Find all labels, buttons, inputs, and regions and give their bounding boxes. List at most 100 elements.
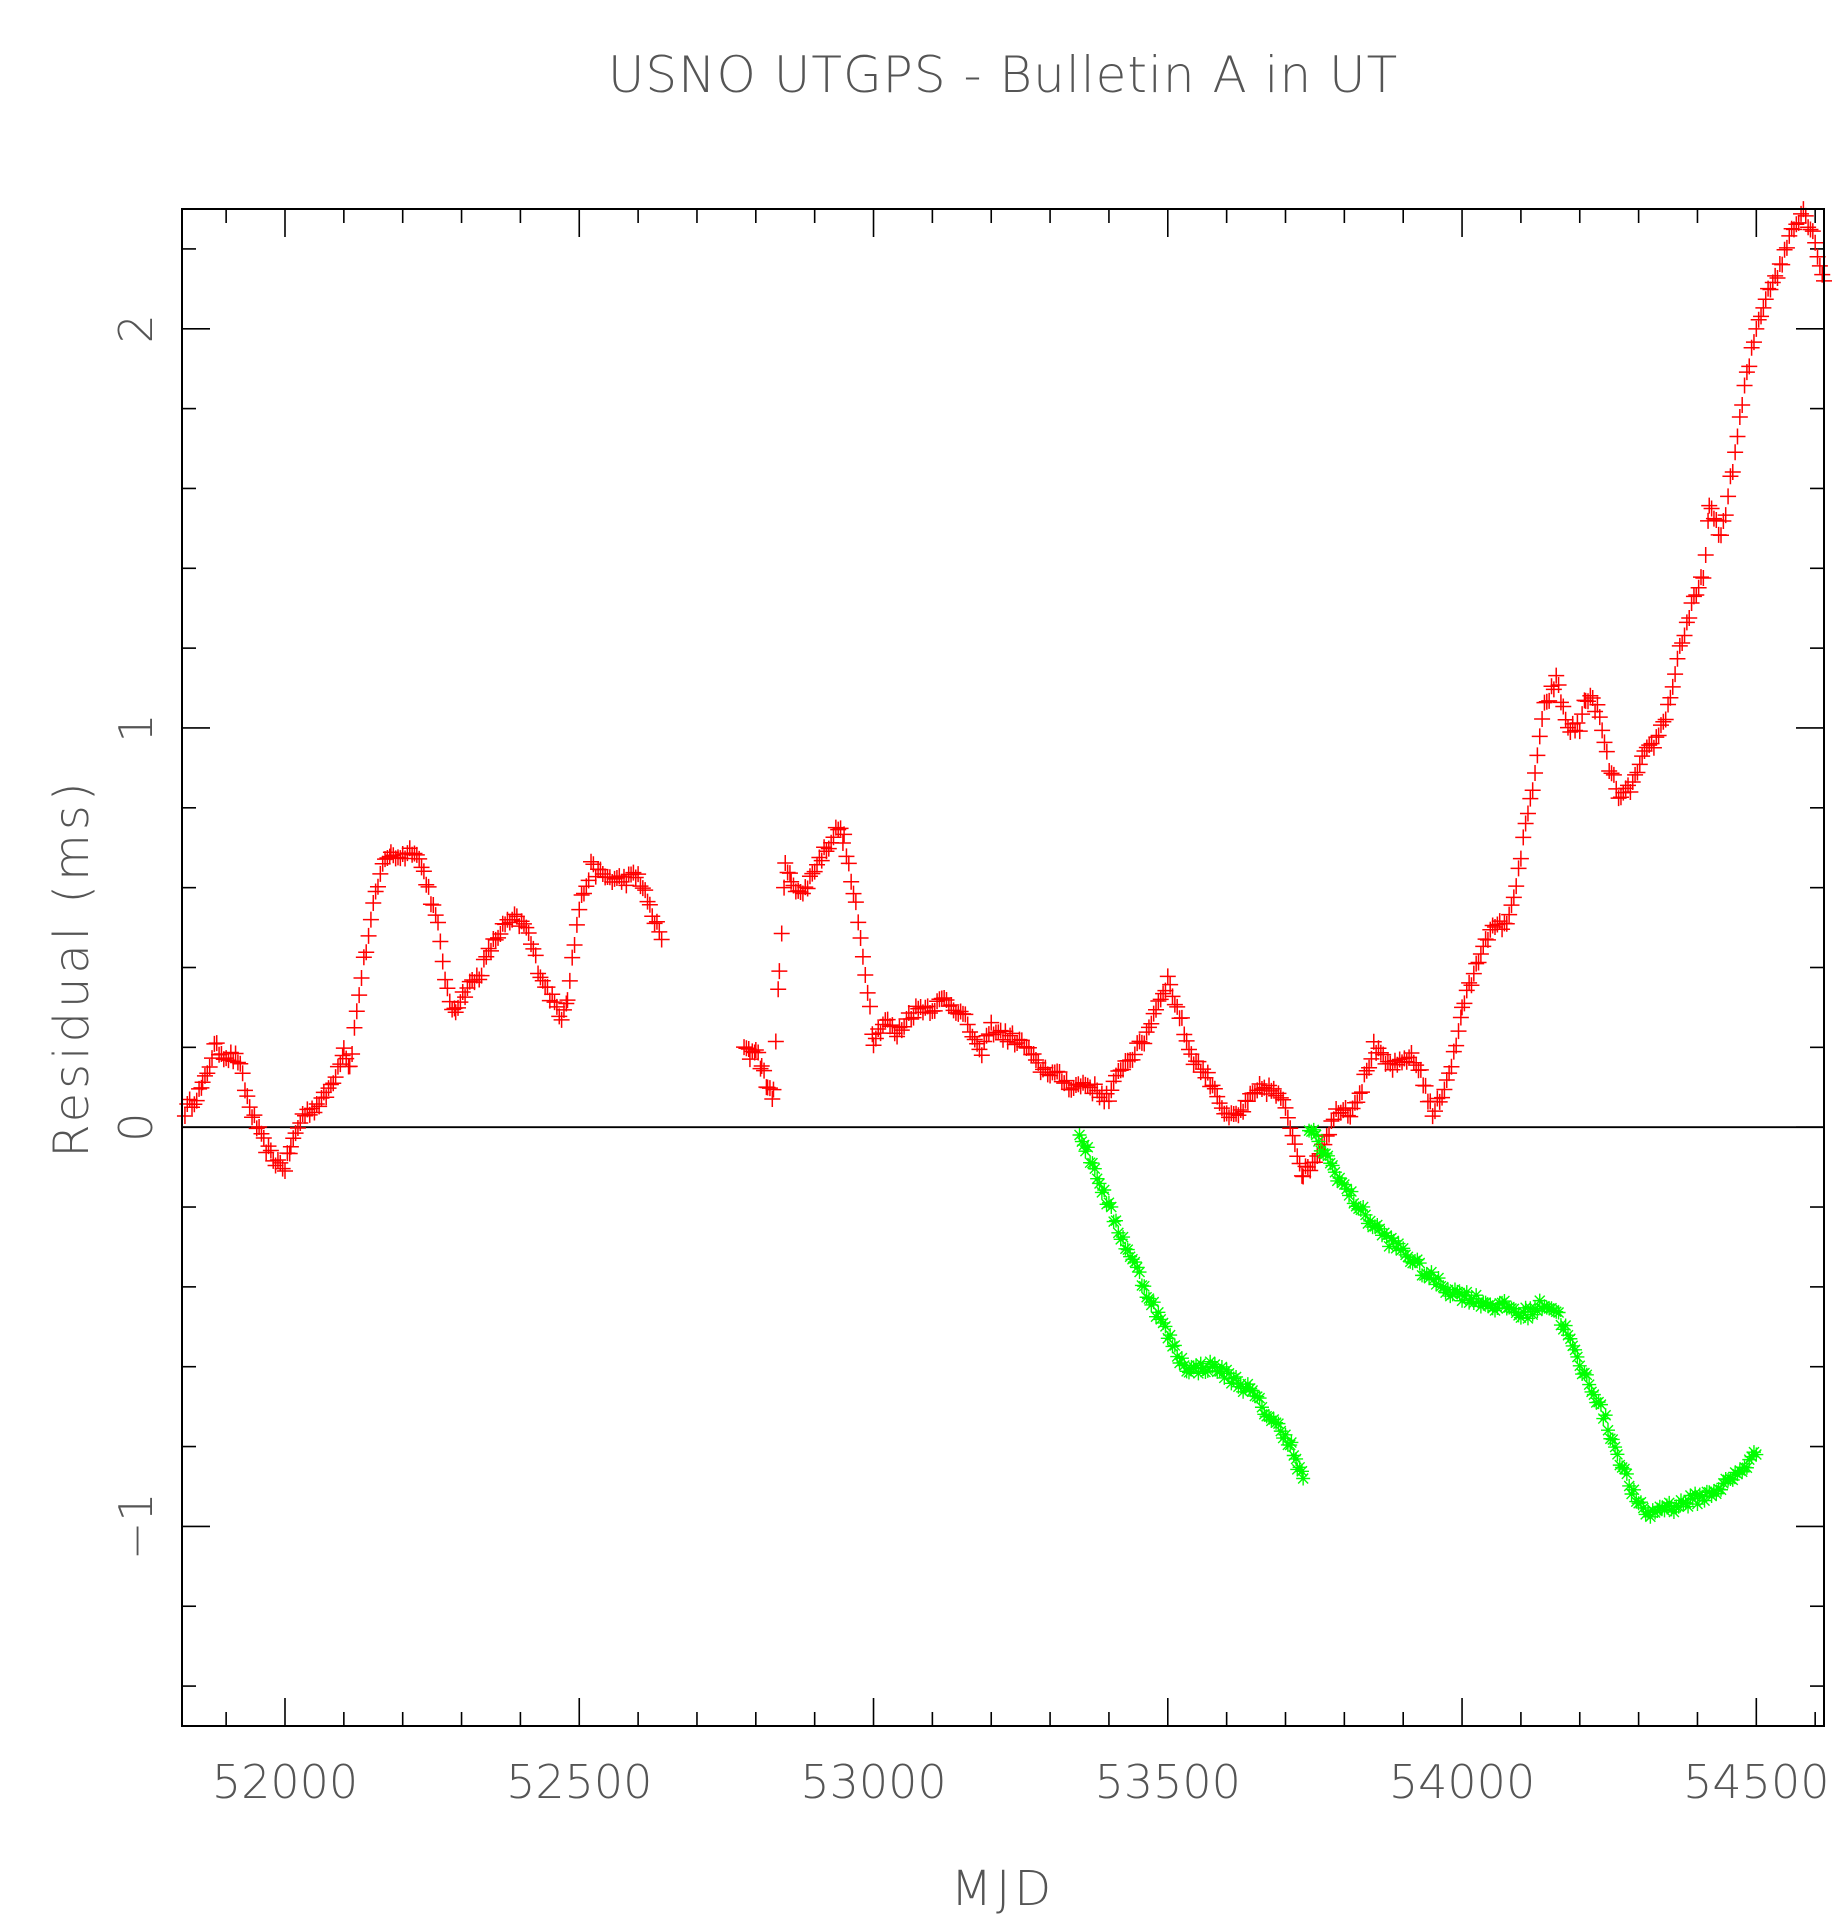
data-point (1674, 634, 1691, 651)
data-point (1575, 1367, 1590, 1382)
data-point (1431, 1093, 1448, 1110)
data-point (1327, 1165, 1342, 1180)
data-point (1191, 1366, 1206, 1381)
data-point (893, 1022, 910, 1039)
data-point (520, 925, 537, 942)
data-point (1652, 1499, 1667, 1514)
data-point (1716, 1476, 1731, 1491)
data-point (566, 936, 583, 953)
data-point (1552, 694, 1569, 711)
data-point (1750, 311, 1767, 328)
data-point (1051, 1064, 1068, 1081)
data-point (334, 1047, 351, 1064)
data-point (1361, 1059, 1378, 1076)
data-point (1549, 1304, 1564, 1319)
data-point (926, 1002, 943, 1019)
data-point (1557, 711, 1574, 728)
data-point (422, 896, 439, 913)
data-point (1074, 1134, 1089, 1149)
data-point (966, 1031, 983, 1048)
data-point (1802, 221, 1819, 238)
data-point (1515, 829, 1532, 846)
data-point (1146, 1295, 1161, 1310)
data-point (341, 1058, 358, 1075)
data-point (553, 1011, 570, 1028)
data-point (1412, 1256, 1427, 1271)
data-point (747, 1042, 764, 1059)
data-point (750, 1044, 767, 1061)
data-point (1403, 1045, 1420, 1062)
data-point (1465, 965, 1482, 982)
data-point (475, 951, 492, 968)
data-point (255, 1129, 272, 1146)
data-point (1537, 1299, 1552, 1314)
data-point (1120, 1242, 1135, 1257)
data-point (1302, 1162, 1319, 1179)
data-point (471, 971, 488, 988)
data-point (1292, 1460, 1307, 1475)
data-point (1596, 734, 1613, 751)
data-point (1529, 747, 1546, 764)
data-point (1720, 488, 1737, 505)
data-point (1631, 756, 1648, 773)
data-point (1246, 1084, 1263, 1101)
data-point (1426, 1272, 1441, 1287)
data-point (1419, 1267, 1434, 1282)
data-point (1342, 1108, 1359, 1125)
data-point (327, 1069, 344, 1086)
data-point (204, 1050, 221, 1067)
data-point (1724, 463, 1741, 480)
data-point (1655, 713, 1672, 730)
data-point (1450, 1023, 1467, 1040)
data-point (1351, 1201, 1366, 1216)
data-point (811, 849, 828, 866)
data-point (1204, 1077, 1221, 1094)
data-point (1306, 1154, 1323, 1171)
data-point (1807, 234, 1824, 251)
data-point (1520, 1311, 1535, 1326)
data-point (1690, 579, 1707, 596)
data-point (351, 987, 368, 1004)
data-point (1641, 1504, 1656, 1519)
data-point (1502, 1300, 1517, 1315)
data-point (358, 944, 375, 961)
data-point (1206, 1080, 1223, 1097)
data-point (1541, 692, 1558, 709)
data-point (1104, 1199, 1119, 1214)
data-point (425, 897, 442, 914)
data-point (1708, 512, 1725, 529)
data-point (1532, 1293, 1547, 1308)
data-point (850, 914, 867, 931)
data-point (1745, 334, 1762, 351)
data-point (1601, 1423, 1616, 1438)
data-point (1619, 1466, 1634, 1481)
data-point (1262, 1409, 1277, 1424)
data-point (634, 880, 651, 897)
data-point (1702, 1485, 1717, 1500)
data-point (490, 929, 507, 946)
data-point (311, 1098, 328, 1115)
data-point (1332, 1171, 1347, 1186)
data-point (1344, 1184, 1359, 1199)
data-point (1277, 1099, 1294, 1116)
data-point (1748, 320, 1765, 337)
data-point (834, 834, 851, 851)
data-point (325, 1075, 342, 1092)
data-point (1461, 974, 1478, 991)
data-point (1512, 850, 1529, 867)
data-point (1814, 266, 1831, 283)
data-point (1294, 1464, 1309, 1479)
data-point (1302, 1123, 1317, 1138)
data-point (1778, 239, 1795, 256)
data-point (1145, 1005, 1162, 1022)
data-point (1538, 693, 1555, 710)
data-point (1118, 1241, 1133, 1256)
data-point (1284, 1127, 1301, 1144)
data-point (1776, 241, 1793, 258)
data-point (583, 853, 600, 870)
y-tick-label: 0 (109, 1113, 163, 1142)
data-point (1103, 1082, 1120, 1099)
data-point (1143, 1015, 1160, 1032)
data-point (1289, 1148, 1306, 1165)
